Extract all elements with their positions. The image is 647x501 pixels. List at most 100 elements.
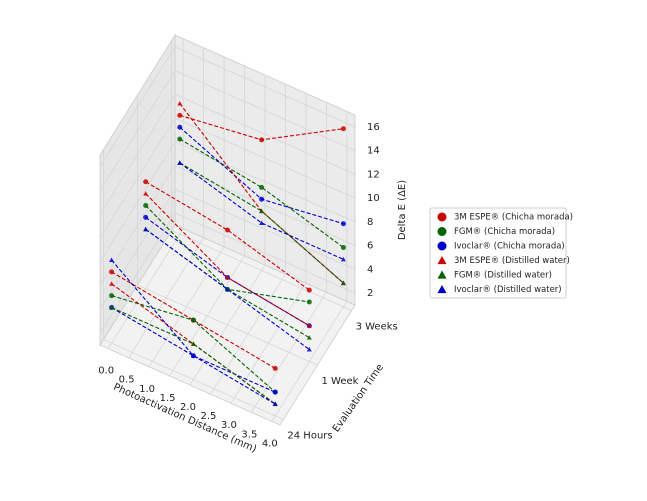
y-tick-label: 3 Weeks bbox=[356, 321, 398, 332]
panes bbox=[99, 33, 356, 426]
legend-marker bbox=[437, 285, 447, 294]
series-line bbox=[145, 181, 310, 291]
series-line bbox=[179, 162, 344, 284]
grid-line bbox=[99, 141, 176, 263]
z-tick-label: 14 bbox=[367, 146, 380, 157]
grid-line bbox=[174, 141, 356, 223]
legend-label: FGM® (Distilled water) bbox=[454, 271, 552, 281]
grid-line bbox=[174, 46, 356, 128]
grid-line bbox=[137, 284, 318, 366]
series-line bbox=[111, 259, 276, 405]
marker bbox=[340, 280, 346, 286]
legend-marker bbox=[437, 241, 447, 251]
grid-line bbox=[99, 46, 176, 168]
x-tick-label: 0.5 bbox=[119, 375, 135, 386]
legend-marker bbox=[437, 270, 447, 279]
x-tick-label: 2.0 bbox=[180, 402, 196, 413]
z-tick-label: 6 bbox=[367, 241, 373, 252]
marker bbox=[340, 244, 346, 250]
y-axis-label: Evaluation Time bbox=[331, 362, 386, 434]
grid-line bbox=[99, 189, 176, 310]
x-tick-label: 2.5 bbox=[201, 411, 217, 422]
marker bbox=[177, 112, 183, 118]
legend-marker bbox=[437, 256, 447, 265]
marker bbox=[225, 275, 230, 280]
x-tick-label: 4.0 bbox=[262, 438, 278, 449]
grid-line bbox=[171, 230, 352, 311]
series-line bbox=[111, 307, 276, 393]
grid-line bbox=[174, 70, 356, 151]
marker bbox=[259, 208, 265, 214]
marker bbox=[225, 286, 230, 292]
legend-marker bbox=[437, 227, 447, 236]
series-line bbox=[111, 271, 276, 369]
series-line bbox=[111, 307, 276, 405]
grid-line bbox=[99, 165, 176, 286]
grid-line bbox=[174, 165, 356, 246]
marker bbox=[109, 257, 115, 263]
legend-label: 3M ESPE® (Chicha morada) bbox=[454, 213, 573, 223]
legend-marker bbox=[437, 212, 447, 222]
z-tick-label: 10 bbox=[367, 193, 380, 204]
marker bbox=[306, 287, 312, 293]
y-tick-label: 1 Week bbox=[322, 376, 359, 387]
x-tick-label: 3.0 bbox=[221, 420, 237, 431]
x-tick-label: 0.0 bbox=[98, 366, 114, 377]
marker bbox=[272, 401, 278, 407]
grid-line bbox=[99, 94, 176, 215]
marker bbox=[306, 299, 312, 305]
marker bbox=[143, 226, 149, 232]
grid-line bbox=[174, 189, 356, 270]
marker bbox=[306, 335, 312, 340]
marker bbox=[177, 160, 183, 165]
marker bbox=[109, 305, 115, 310]
grid-line bbox=[174, 212, 356, 294]
marker bbox=[190, 317, 196, 323]
marker bbox=[259, 196, 265, 202]
marker bbox=[340, 126, 346, 132]
legend-label: 3M ESPE® (Distilled water) bbox=[454, 256, 570, 266]
marker bbox=[340, 221, 346, 227]
marker bbox=[272, 365, 278, 371]
series-line bbox=[145, 228, 310, 350]
z-tick-label: 12 bbox=[367, 169, 380, 180]
grid-line bbox=[99, 70, 176, 191]
marker bbox=[272, 389, 278, 395]
marker bbox=[143, 214, 149, 220]
marker bbox=[190, 353, 196, 358]
x-tick-label: 1.5 bbox=[160, 393, 176, 404]
x-tick-label: 3.5 bbox=[241, 429, 257, 440]
grid-line bbox=[99, 212, 176, 334]
series-line bbox=[179, 138, 344, 248]
marker bbox=[177, 136, 183, 142]
marker bbox=[109, 293, 115, 299]
legend-label: Ivoclar® (Chicha morada) bbox=[454, 242, 565, 252]
z-tick-label: 4 bbox=[367, 264, 373, 275]
legend-label: FGM® (Chicha morada) bbox=[454, 227, 555, 237]
y-tick-label: 24 Hours bbox=[287, 431, 332, 442]
marker bbox=[340, 256, 346, 262]
marker bbox=[143, 191, 149, 196]
marker bbox=[259, 184, 265, 190]
legend-label: Ivoclar® (Distilled water) bbox=[454, 285, 562, 295]
grid-line bbox=[174, 94, 356, 175]
x-tick-label: 1.0 bbox=[139, 384, 155, 395]
z-axis-label: Delta E (ΔE) bbox=[397, 180, 408, 240]
legend-box bbox=[429, 207, 567, 299]
grid-line bbox=[174, 117, 356, 199]
z-tick-label: 16 bbox=[367, 122, 380, 133]
series-line bbox=[179, 162, 344, 260]
z-tick-label: 8 bbox=[367, 217, 373, 228]
marker bbox=[259, 220, 265, 225]
marker bbox=[306, 323, 312, 328]
marker bbox=[259, 137, 265, 143]
marker bbox=[306, 346, 312, 352]
grid-line bbox=[99, 117, 176, 239]
marker bbox=[109, 269, 115, 275]
marker bbox=[109, 281, 115, 286]
z-tick-label: 2 bbox=[367, 288, 373, 299]
marker bbox=[143, 179, 149, 185]
marker bbox=[177, 100, 183, 106]
marker bbox=[143, 203, 149, 209]
